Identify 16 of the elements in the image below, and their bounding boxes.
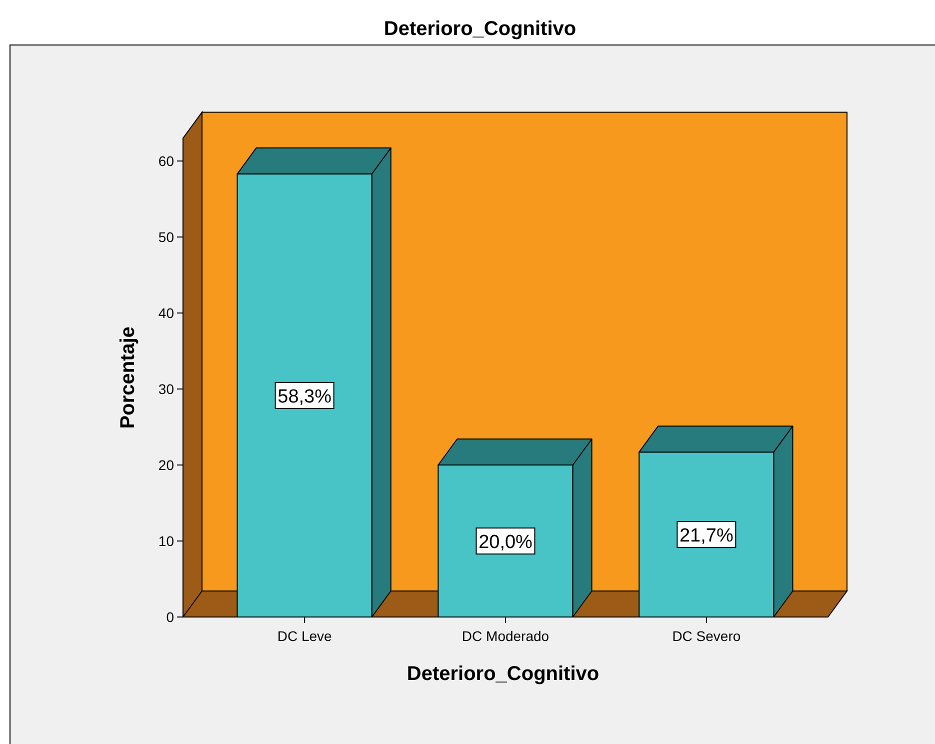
- y-tick-label: 20: [158, 457, 174, 473]
- data-label: 58,3%: [278, 386, 332, 408]
- x-axis-title: Deterioro_Cognitivo: [406, 663, 600, 685]
- data-label: 20,0%: [478, 532, 533, 553]
- chart-title: Deterioro_Cognitivo: [384, 18, 576, 40]
- y-tick-label: 10: [158, 533, 174, 549]
- y-tick-label: 60: [158, 153, 174, 169]
- x-tick-label: DC Leve: [277, 628, 332, 644]
- y-tick-label: 0: [166, 609, 174, 625]
- x-tick-label: DC Moderado: [462, 628, 550, 644]
- y-tick-label: 50: [158, 229, 174, 245]
- y-tick-label: 30: [158, 381, 174, 397]
- y-tick-label: 40: [158, 305, 174, 321]
- y-axis-title: Porcentaje: [117, 326, 139, 429]
- x-tick-label: DC Severo: [672, 628, 741, 644]
- data-label: 21,7%: [679, 526, 734, 547]
